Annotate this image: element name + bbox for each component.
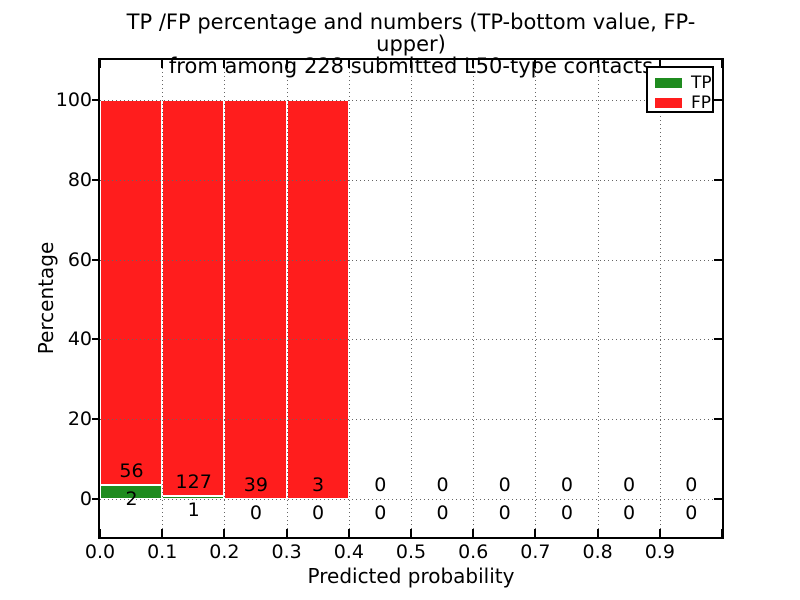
x-tick-top [161, 60, 164, 68]
gridline-x-0.7 [535, 60, 537, 537]
gridline-x-0.3 [286, 60, 288, 537]
legend-item-tp: TP [648, 73, 712, 93]
x-tick-bottom [347, 529, 350, 537]
legend-label: TP [691, 73, 712, 93]
x-tick-label: 0.9 [644, 541, 675, 563]
x-tick-top [285, 60, 288, 68]
bar-segment-fp [100, 100, 163, 486]
y-tick-label: 40 [67, 328, 92, 351]
x-tick-bottom [285, 529, 288, 537]
x-tick-top [99, 60, 101, 68]
y-tick-left [92, 338, 100, 341]
bar-segment-fp [224, 100, 287, 499]
gridline-x-0.1 [162, 60, 164, 537]
x-tick-bottom [99, 529, 101, 537]
x-axis-label: Predicted probability [307, 564, 515, 588]
legend-label: FP [691, 93, 712, 113]
y-axis-label: Percentage [34, 241, 58, 355]
legend: TP FP [646, 66, 714, 113]
fp-count-label: 0 [623, 474, 636, 496]
tp-count-label: 0 [623, 502, 636, 524]
fp-count-label: 127 [175, 470, 212, 493]
tp-count-label: 1 [187, 498, 200, 521]
x-tick-bottom [472, 529, 475, 537]
tp-count-label: 0 [312, 502, 325, 524]
tp-count-label: 0 [685, 502, 698, 524]
y-tick-left [92, 99, 100, 101]
x-tick-label: 0.3 [271, 541, 302, 563]
x-tick-label: 0.7 [520, 541, 551, 563]
gridline-x-0.4 [348, 60, 350, 537]
x-tick-bottom [596, 529, 599, 537]
fp-count-label: 0 [374, 474, 387, 496]
x-tick-label: 0.1 [147, 541, 178, 563]
y-tick-label: 60 [67, 248, 92, 271]
x-tick-bottom [721, 529, 723, 537]
gridline-x-0.9 [659, 60, 661, 537]
tp-count-label: 0 [560, 502, 573, 524]
fp-count-label: 0 [560, 474, 573, 496]
chart-title-line2: from among 228 submitted L50-type contac… [168, 54, 654, 78]
tp-count-label: 0 [498, 502, 511, 524]
y-tick-right [714, 99, 722, 101]
y-tick-left [92, 258, 100, 261]
x-tick-top [658, 60, 661, 68]
fp-count-label: 0 [498, 474, 511, 496]
fp-count-label: 56 [119, 460, 144, 483]
gridline-x-0.6 [473, 60, 475, 537]
fp-count-label: 39 [243, 474, 268, 496]
chart-title: TP /FP percentage and numbers (TP-bottom… [100, 11, 722, 77]
x-tick-top [347, 60, 350, 68]
x-tick-bottom [223, 529, 226, 537]
fp-count-label: 0 [436, 474, 449, 496]
bar-segment-fp [286, 100, 349, 499]
x-tick-bottom [534, 529, 537, 537]
tp-count-label: 0 [249, 502, 262, 524]
legend-swatch-icon [655, 98, 682, 108]
bar-segment-fp [162, 100, 225, 496]
legend-swatch-icon [655, 78, 682, 88]
y-tick-left [92, 418, 100, 421]
legend-item-fp: FP [648, 93, 712, 113]
y-tick-right [714, 498, 722, 500]
gridline-x-0.5 [411, 60, 412, 537]
x-tick-label: 0.2 [209, 541, 240, 563]
y-tick-label: 0 [79, 488, 92, 510]
gridline-x-0.8 [597, 60, 599, 537]
fp-count-label: 3 [312, 474, 325, 496]
gridline-x-0.2 [224, 60, 226, 537]
x-tick-label: 0.6 [458, 541, 489, 563]
x-tick-top [223, 60, 226, 68]
tp-count-label: 0 [374, 502, 387, 524]
x-tick-label: 0.8 [582, 541, 613, 563]
y-tick-right [714, 338, 722, 341]
chart-title-line1: TP /FP percentage and numbers (TP-bottom… [126, 10, 696, 56]
x-tick-top [596, 60, 599, 68]
y-tick-right [714, 418, 722, 421]
y-tick-left [92, 178, 100, 181]
x-tick-label: 0.0 [84, 541, 116, 563]
x-tick-label: 0.5 [395, 541, 427, 563]
y-tick-label: 20 [67, 408, 92, 431]
y-tick-label: 100 [55, 89, 92, 111]
y-tick-label: 80 [67, 168, 92, 191]
x-tick-bottom [658, 529, 661, 537]
tp-count-label: 0 [436, 502, 449, 524]
x-tick-top [472, 60, 475, 68]
tp-count-label: 2 [125, 488, 138, 511]
y-tick-right [714, 178, 722, 181]
y-tick-right [714, 258, 722, 261]
y-tick-left [92, 498, 100, 500]
x-tick-label: 0.4 [333, 541, 364, 563]
x-tick-top [410, 60, 412, 68]
x-tick-top [534, 60, 537, 68]
fp-count-label: 0 [685, 474, 698, 496]
x-tick-bottom [410, 529, 412, 537]
x-tick-bottom [161, 529, 164, 537]
bar-segment-tp [100, 485, 163, 499]
